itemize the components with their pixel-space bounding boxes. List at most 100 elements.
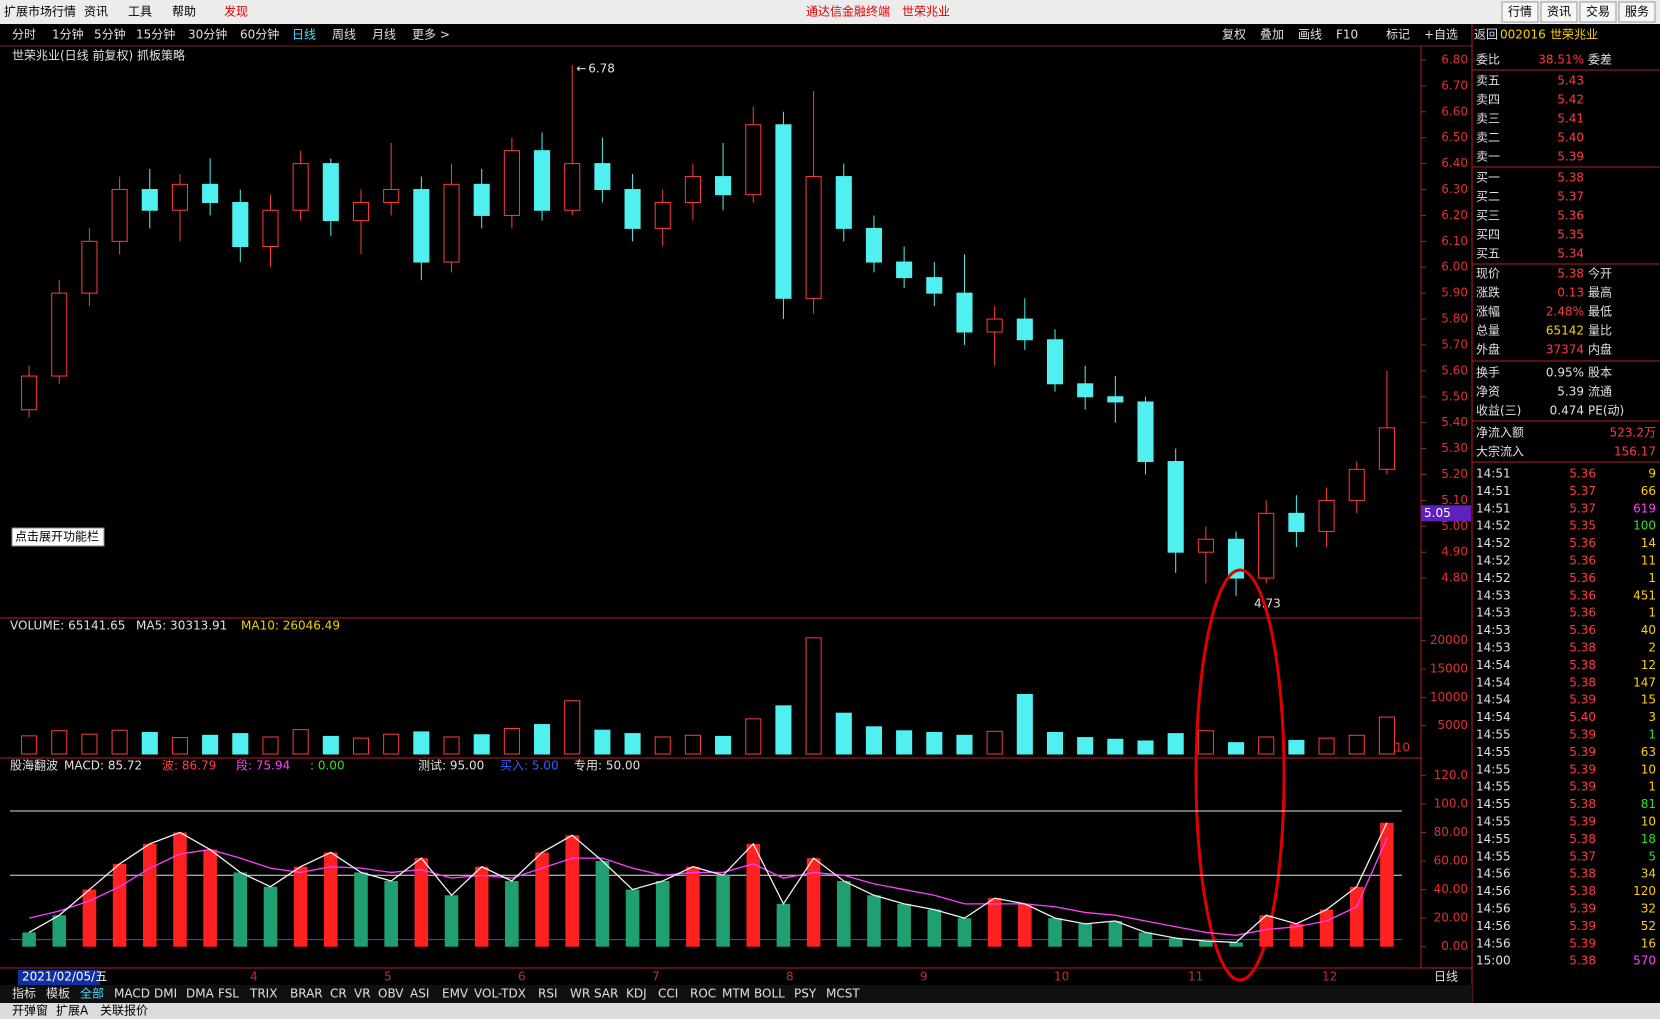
- period-tab[interactable]: 1分钟: [52, 27, 84, 42]
- indicator-tab[interactable]: TRIX: [249, 987, 277, 1001]
- volume-bar: [443, 736, 460, 755]
- indicator-bar: [354, 872, 368, 947]
- candle-body: [1318, 499, 1335, 532]
- candle-body: [322, 163, 339, 222]
- indicator-tab[interactable]: ROC: [690, 987, 716, 1001]
- tool-button[interactable]: 复权: [1222, 28, 1246, 42]
- indicator-tab[interactable]: RSI: [538, 987, 558, 1001]
- y-tick-label: 6.80: [1441, 53, 1468, 67]
- menu-item[interactable]: 扩展市场行情: [4, 4, 76, 19]
- trade-price: 5.39: [1569, 815, 1596, 829]
- status-tab[interactable]: 扩展A: [56, 1004, 89, 1018]
- indicator-tab[interactable]: DMI: [154, 987, 177, 1001]
- month-label: 7: [652, 970, 660, 984]
- trade-volume: 120: [1633, 884, 1656, 898]
- candle-body: [775, 124, 792, 299]
- indicator-tab[interactable]: WR: [570, 987, 590, 1001]
- status-tab[interactable]: 开弹窗: [12, 1004, 48, 1018]
- menu-item[interactable]: 资讯: [84, 5, 108, 19]
- indicator-bar: [595, 861, 610, 947]
- volume-bar: [715, 735, 732, 755]
- period-tab[interactable]: 15分钟: [136, 27, 175, 42]
- trade-time: 14:54: [1476, 710, 1511, 724]
- volume-bar: [564, 700, 581, 755]
- candle-body: [1378, 427, 1395, 470]
- indicator-tab[interactable]: MTM: [722, 987, 750, 1001]
- trade-volume: 1: [1648, 780, 1656, 794]
- volume-bar: [1016, 694, 1033, 755]
- button[interactable]: [1579, 1, 1617, 23]
- period-tab[interactable]: 30分钟: [188, 27, 227, 42]
- volume-legend: VOLUME: 65141.65: [10, 619, 125, 633]
- volume-bar: [684, 734, 701, 755]
- indicator-tab[interactable]: 全部: [80, 986, 104, 1001]
- indicator-bar: [203, 849, 217, 947]
- menu-item[interactable]: 帮助: [172, 5, 196, 19]
- indicator-tab[interactable]: MACD: [114, 987, 150, 1001]
- indicator-tab[interactable]: MCST: [826, 987, 860, 1001]
- indicator-bar: [233, 872, 248, 947]
- indicator-tab[interactable]: PSY: [794, 987, 817, 1001]
- button-label[interactable]: 服务: [1625, 4, 1649, 19]
- indicator-tab[interactable]: FSL: [218, 987, 239, 1001]
- indicator-tab[interactable]: CR: [330, 987, 347, 1001]
- period-tab[interactable]: 日线: [292, 28, 316, 42]
- indicator-bar: [505, 881, 519, 947]
- tool-button[interactable]: 返回: [1474, 28, 1498, 42]
- period-tab[interactable]: 周线: [332, 28, 356, 42]
- indicator-bar: [82, 889, 97, 947]
- tool-button[interactable]: 画线: [1298, 28, 1322, 42]
- y-tick-label: 15000: [1430, 662, 1468, 676]
- indicator-tab[interactable]: DMA: [186, 987, 215, 1001]
- period-tab[interactable]: 更多 >: [412, 28, 450, 42]
- candle-body: [171, 183, 188, 211]
- candle-body: [111, 189, 128, 242]
- button[interactable]: [1618, 1, 1656, 23]
- indicator-tab[interactable]: ASI: [410, 987, 429, 1001]
- indicator-bar: [1018, 903, 1032, 947]
- indicator-tab[interactable]: 模板: [46, 987, 70, 1001]
- tool-button[interactable]: F10: [1336, 28, 1358, 42]
- button[interactable]: [1540, 1, 1578, 23]
- volume-legend: MA10: 26046.49: [241, 619, 340, 633]
- volume-bar: [202, 734, 219, 755]
- y-tick-label: 5000: [1437, 718, 1468, 732]
- month-label: 4: [250, 970, 258, 984]
- tool-button[interactable]: 标记: [1386, 28, 1410, 42]
- candle-body: [1348, 468, 1365, 501]
- indicator-tab[interactable]: VR: [354, 987, 371, 1001]
- candle-body: [141, 189, 158, 211]
- y-tick-label: 20000: [1430, 633, 1468, 647]
- low-value: 4.73: [1254, 597, 1281, 611]
- indicator-tab[interactable]: SAR: [594, 987, 618, 1001]
- volume-bar: [624, 733, 641, 755]
- tool-button[interactable]: 叠加: [1260, 28, 1284, 42]
- period-tab[interactable]: 60分钟: [240, 27, 279, 42]
- indicator-tab[interactable]: KDJ: [626, 987, 647, 1001]
- menu-item[interactable]: 发现: [224, 4, 248, 19]
- indicator-tab[interactable]: 指标: [12, 986, 36, 1001]
- indicator-tab[interactable]: BRAR: [290, 987, 323, 1001]
- period-tab[interactable]: 分时: [12, 28, 36, 42]
- period-tab[interactable]: 5分钟: [94, 27, 126, 42]
- menu-item[interactable]: 工具: [128, 5, 152, 19]
- button-label[interactable]: 行情: [1508, 5, 1532, 19]
- y-tick-label: 5.50: [1441, 389, 1468, 403]
- period-tab[interactable]: 月线: [372, 28, 396, 42]
- indicator-tab[interactable]: OBV: [378, 987, 404, 1001]
- candle-body: [202, 183, 219, 203]
- button-label[interactable]: 资讯: [1547, 5, 1571, 19]
- trade-time: 14:55: [1476, 762, 1511, 776]
- indicator-tab[interactable]: BOLL: [754, 987, 785, 1001]
- candle-body: [926, 277, 943, 294]
- trade-price: 5.39: [1569, 762, 1596, 776]
- indicator-tab[interactable]: VOL-TDX: [474, 987, 526, 1001]
- tool-button[interactable]: +自选: [1424, 28, 1458, 42]
- indicator-tab[interactable]: EMV: [442, 987, 469, 1001]
- button-label[interactable]: 交易: [1586, 4, 1610, 19]
- status-tab[interactable]: 关联报价: [100, 1003, 148, 1018]
- quote-value: 5.35: [1557, 228, 1584, 242]
- indicator-tab[interactable]: CCI: [658, 987, 678, 1001]
- trade-price: 5.39: [1569, 902, 1596, 916]
- button[interactable]: [1501, 1, 1539, 23]
